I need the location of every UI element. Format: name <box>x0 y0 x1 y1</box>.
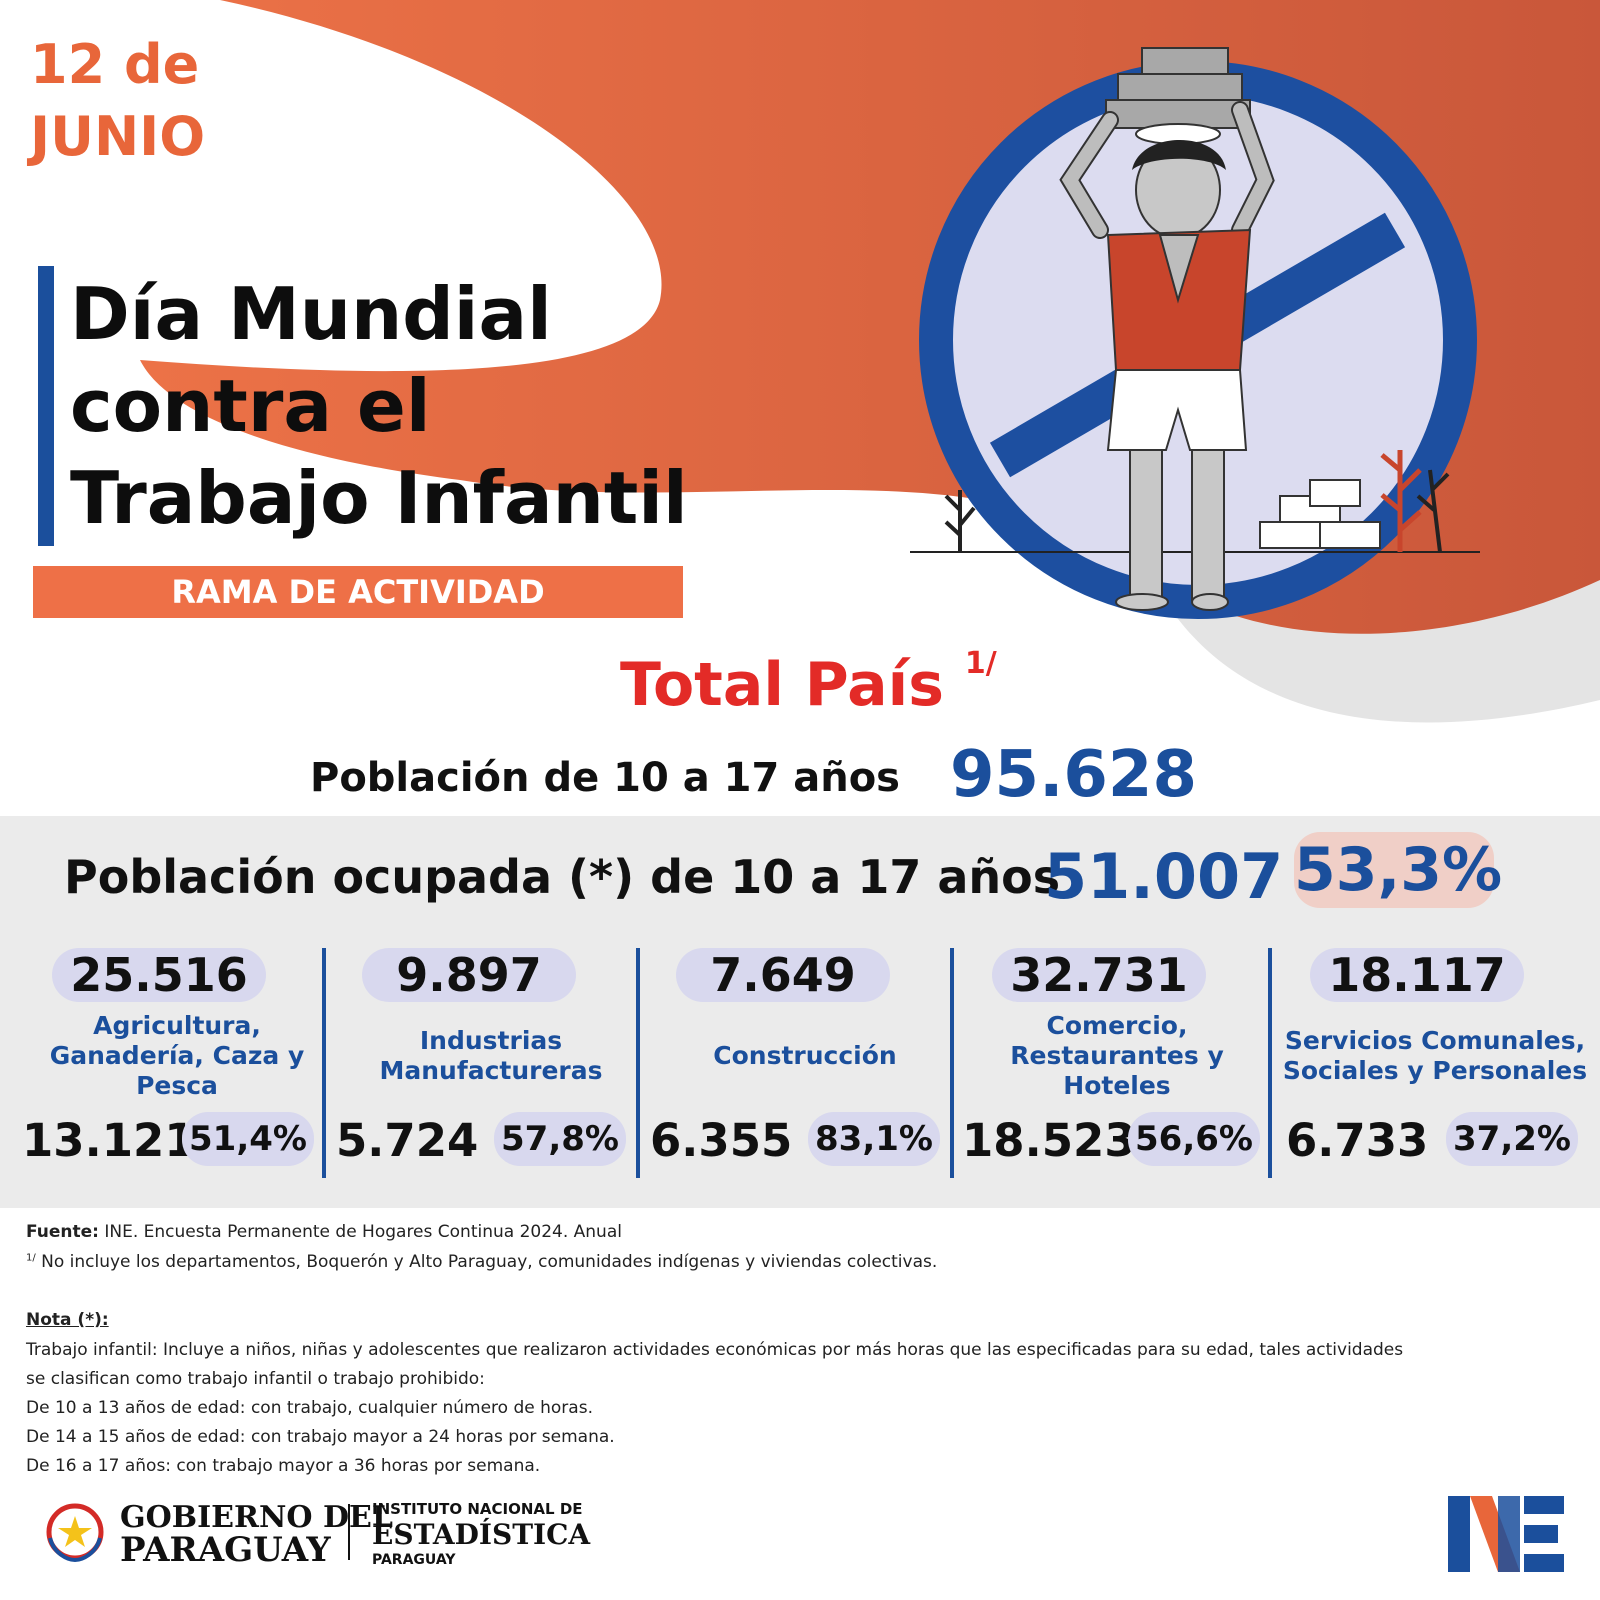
sector-column-construccion: 7.649 Construcción 6.355 83,1% <box>650 948 964 1188</box>
nota-line: De 14 a 15 años de edad: con trabajo may… <box>26 1427 615 1447</box>
child-labor-prohibition-illustration <box>910 47 1480 619</box>
sector-total: 32.731 <box>992 948 1206 1002</box>
sector-column-comercio: 32.731 Comercio, Restaurantes y Hoteles … <box>962 948 1276 1188</box>
gov-logo-line2: PARAGUAY <box>120 1530 331 1570</box>
date-month: JUNIO <box>30 105 206 168</box>
footnote-1-mark: 1/ <box>26 1252 36 1264</box>
total-heading-note: 1/ <box>964 646 997 681</box>
population-value: 95.628 <box>950 738 1197 812</box>
sector-percent: 51,4% <box>182 1112 314 1166</box>
total-heading: Total País 1/ <box>620 646 997 720</box>
nota-line: De 16 a 17 años: con trabajo mayor a 36 … <box>26 1456 541 1476</box>
sector-total: 18.117 <box>1310 948 1524 1002</box>
nota-line: De 10 a 13 años de edad: con trabajo, cu… <box>26 1398 593 1418</box>
population-label: Población de 10 a 17 años <box>310 755 900 801</box>
sector-name: Agricultura, Ganadería, Caza y Pesca <box>49 1011 305 1100</box>
logo-separator <box>348 1504 350 1560</box>
sector-percent: 57,8% <box>494 1112 626 1166</box>
sector-count: 6.355 <box>650 1114 793 1167</box>
sector-name: Comercio, Restaurantes y Hoteles <box>1010 1011 1224 1100</box>
title-accent-bar <box>38 266 54 546</box>
sector-total: 9.897 <box>362 948 576 1002</box>
sector-count: 18.523 <box>962 1114 1136 1167</box>
column-divider <box>950 948 954 1178</box>
sector-name: Industrias Manufactureras <box>379 1026 603 1085</box>
subtitle-banner: RAMA DE ACTIVIDAD <box>33 566 683 618</box>
ine-logo-line1: INSTITUTO NACIONAL DE <box>372 1500 583 1518</box>
footnote-1: 1/ No incluye los departamentos, Boqueró… <box>26 1252 937 1272</box>
gov-logo-line1: GOBIERNO DEL <box>120 1500 393 1535</box>
sector-percent: 83,1% <box>808 1112 940 1166</box>
ine-logo-line3: PARAGUAY <box>372 1552 456 1568</box>
total-heading-text: Total País <box>620 650 944 720</box>
ine-logo-line2: ESTADÍSTICA <box>372 1518 591 1551</box>
sector-count: 6.733 <box>1286 1114 1429 1167</box>
sector-percent: 56,6% <box>1128 1112 1260 1166</box>
ine-logo-mark <box>1448 1496 1564 1572</box>
sector-percent: 37,2% <box>1446 1112 1578 1166</box>
sector-count: 5.724 <box>336 1114 479 1167</box>
sector-count: 13.121 <box>22 1114 196 1167</box>
nota-line: Trabajo infantil: Incluye a niños, niñas… <box>26 1340 1404 1360</box>
occupied-value: 51.007 <box>1044 840 1284 913</box>
column-divider <box>322 948 326 1178</box>
paraguay-seal-logo <box>46 1503 104 1563</box>
occupied-label: Población ocupada (*) de 10 a 17 años <box>64 850 1061 904</box>
source-text: INE. Encuesta Permanente de Hogares Cont… <box>98 1222 622 1242</box>
sector-total: 25.516 <box>52 948 266 1002</box>
source-label: Fuente: <box>26 1222 99 1242</box>
column-divider <box>636 948 640 1178</box>
sector-column-agricultura: 25.516 Agricultura, Ganadería, Caza y Pe… <box>22 948 336 1188</box>
column-divider <box>1268 948 1272 1178</box>
nota-line: se clasifican como trabajo infantil o tr… <box>26 1369 485 1389</box>
page-title-line1: Día Mundial <box>70 272 552 356</box>
source-note: Fuente: INE. Encuesta Permanente de Hoga… <box>26 1222 622 1242</box>
sector-total: 7.649 <box>676 948 890 1002</box>
occupied-percent: 53,3% <box>1294 832 1502 908</box>
footnote-1-text: No incluye los departamentos, Boquerón y… <box>35 1252 938 1272</box>
sector-name: Construcción <box>713 1041 897 1070</box>
nota-label: Nota (*): <box>26 1310 109 1330</box>
page-title-line2: contra el <box>70 364 431 448</box>
sector-column-industrias: 9.897 Industrias Manufactureras 5.724 57… <box>336 948 650 1188</box>
date-day: 12 de <box>30 33 200 96</box>
sector-column-servicios: 18.117 Servicios Comunales, Sociales y P… <box>1280 948 1594 1188</box>
sector-name: Servicios Comunales, Sociales y Personal… <box>1282 1026 1588 1085</box>
page-title-line3: Trabajo Infantil <box>70 456 688 540</box>
